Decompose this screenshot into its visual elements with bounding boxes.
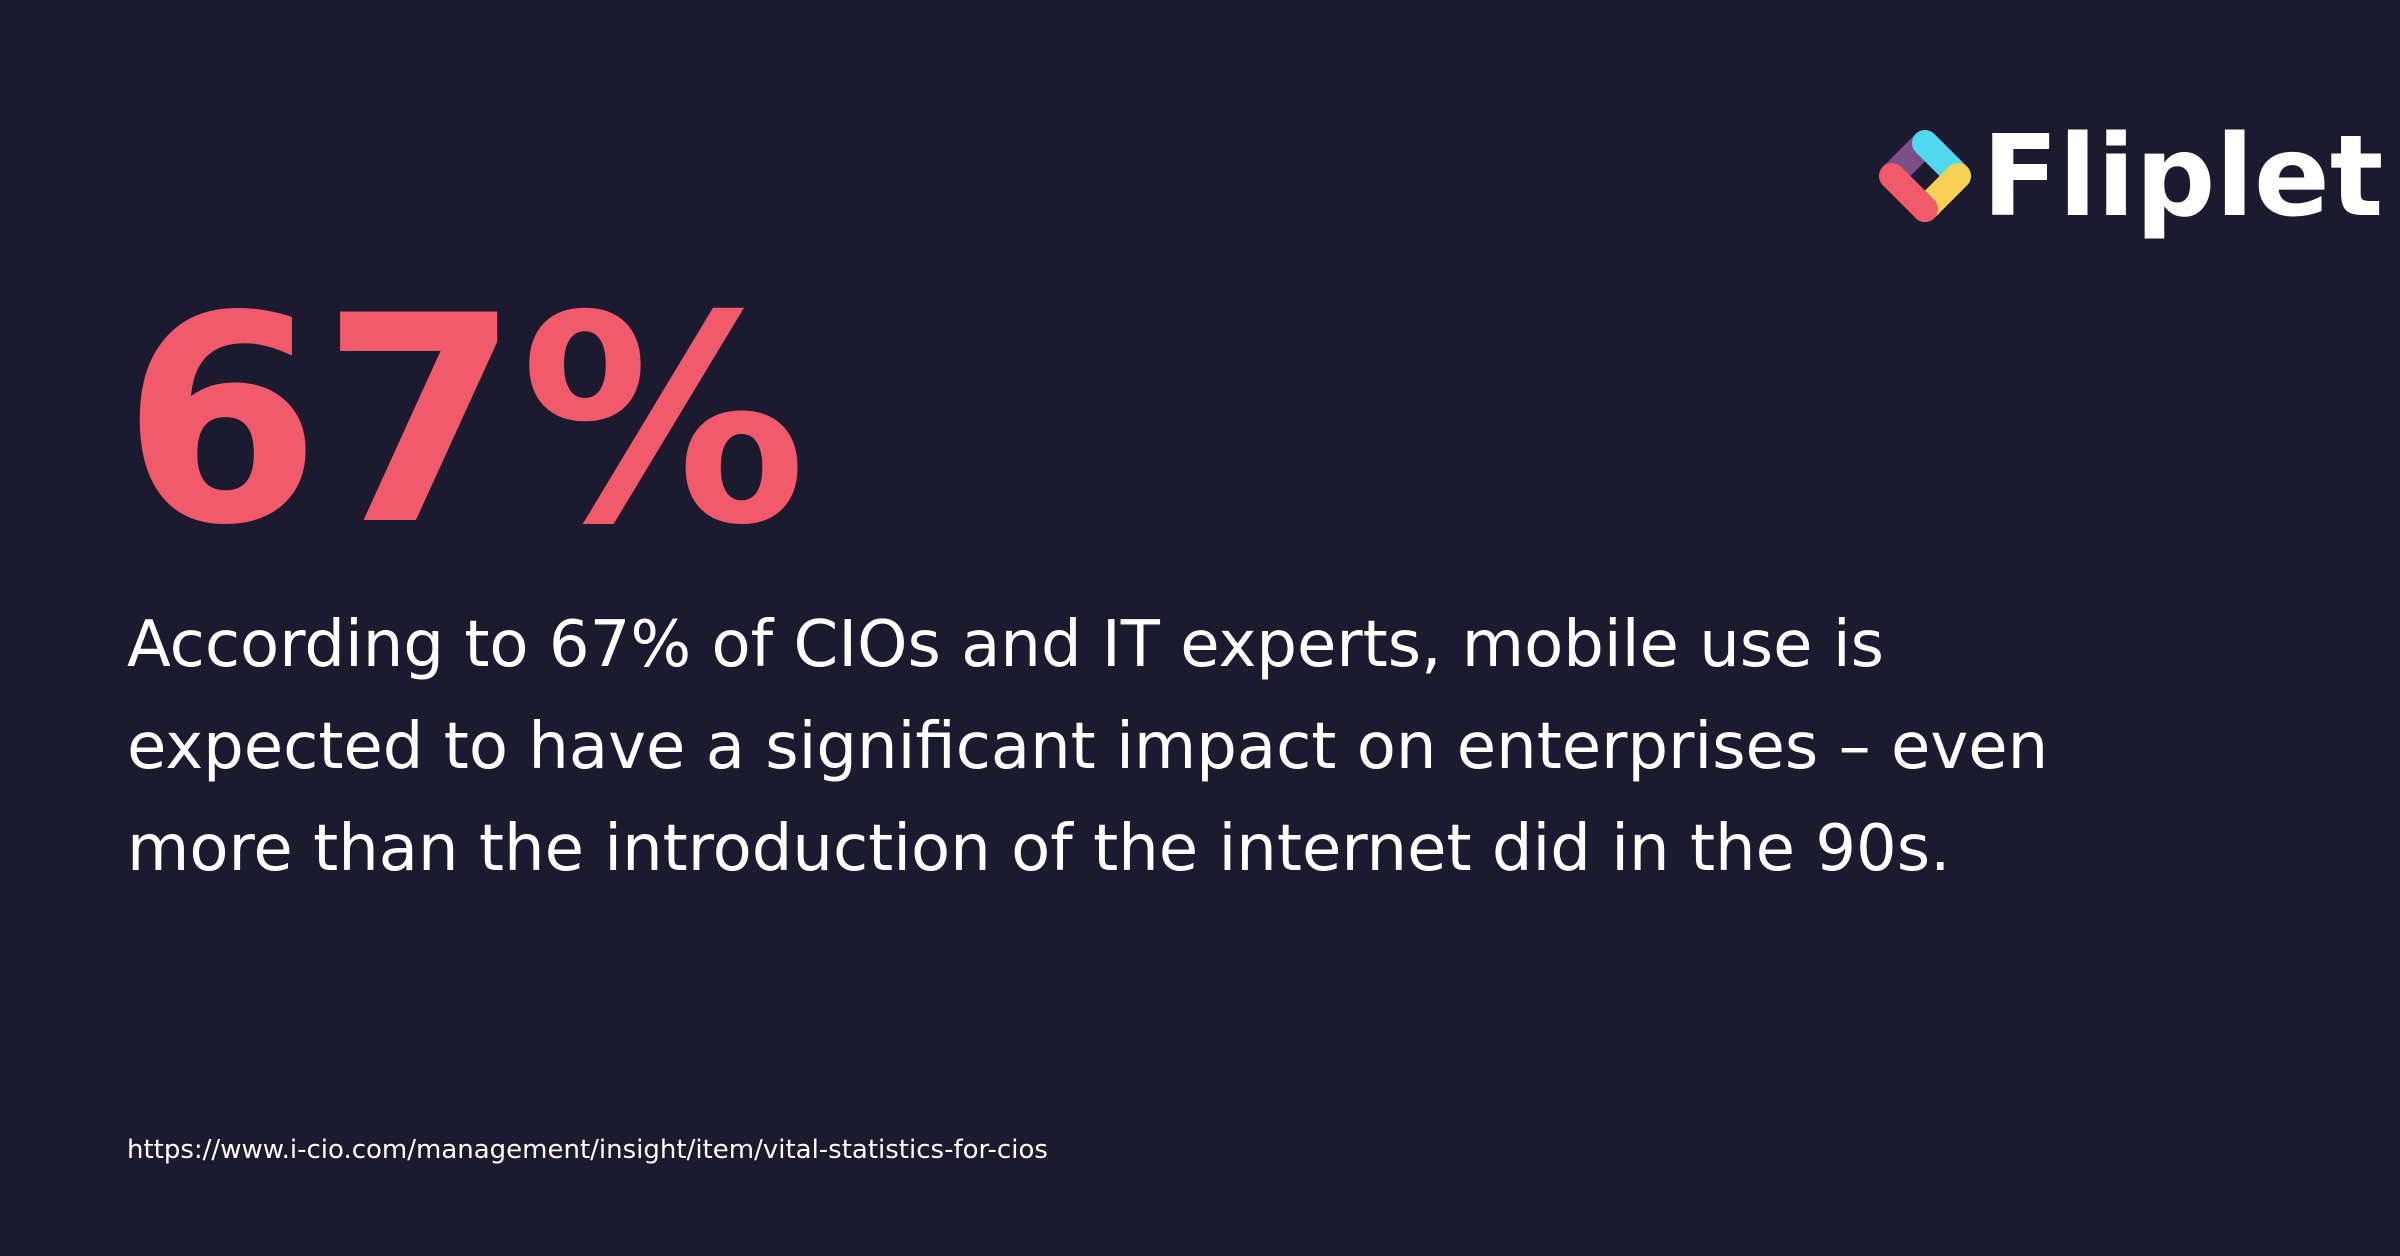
body-line: expected to have a significant impact on…: [127, 710, 2048, 784]
logo-text: Fliplet: [1982, 112, 2383, 242]
body-line: more than the introduction of the intern…: [127, 812, 1950, 886]
stat-value: 67%: [122, 256, 807, 588]
source-url: https://www.i-cio.com/management/insight…: [127, 1135, 1048, 1165]
body-line: According to 67% of CIOs and IT experts,…: [127, 608, 1884, 682]
logo-icon: [1879, 130, 1971, 222]
